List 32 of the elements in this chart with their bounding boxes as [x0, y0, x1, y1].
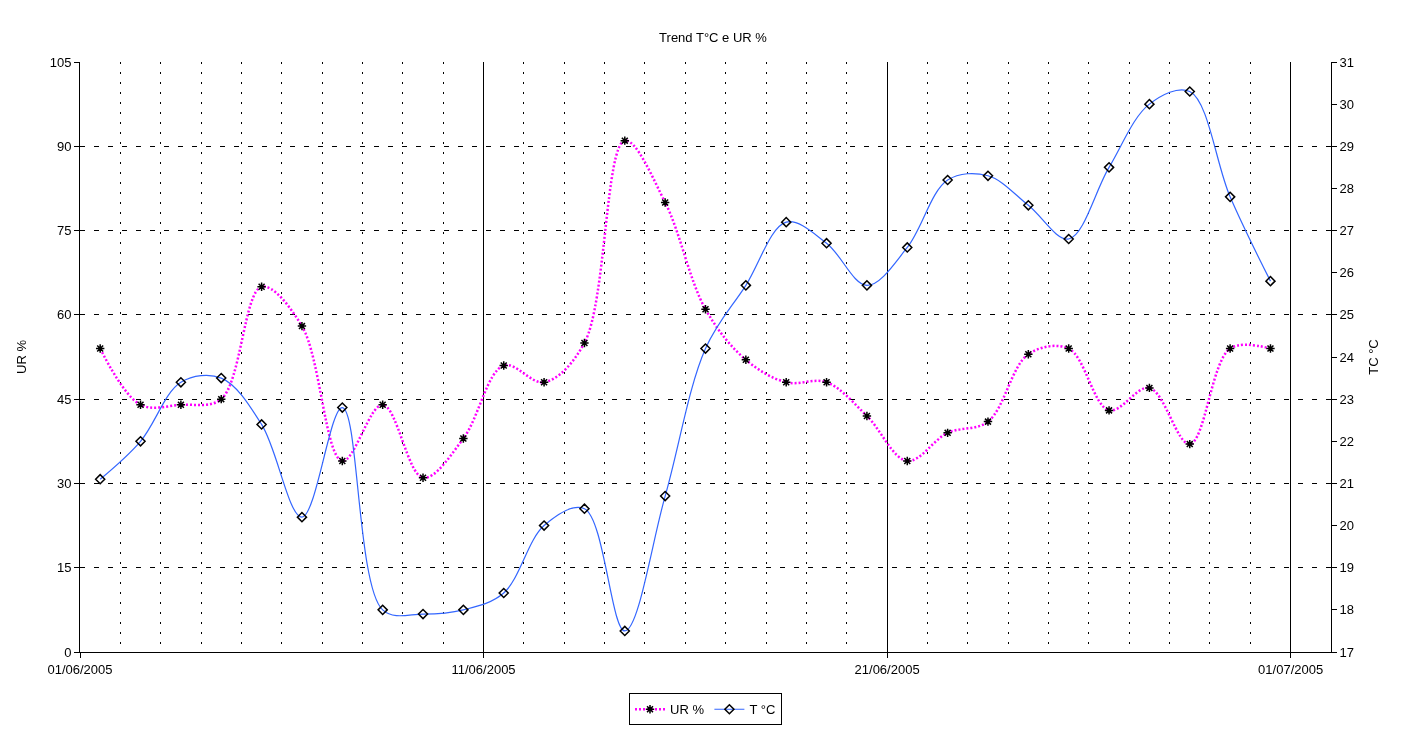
y2-tick-label: 25 [1339, 307, 1355, 323]
y2-tick-label: 28 [1339, 180, 1355, 196]
y2-tick-label: 31 [1339, 54, 1355, 70]
x-tick-label: 11/06/2005 [451, 661, 516, 677]
y-tick-label: 30 [56, 475, 72, 491]
y-tick-label: 75 [56, 223, 72, 239]
y2-tick-label: 27 [1339, 223, 1355, 239]
y2-tick-label: 30 [1339, 96, 1355, 112]
y-tick-label: 15 [56, 560, 72, 576]
x-tick-label: 01/07/2005 [1258, 661, 1324, 677]
y2-tick-label: 29 [1339, 138, 1355, 154]
y2-tick-label: 21 [1339, 475, 1355, 491]
x-tick-label: 01/06/2005 [47, 661, 113, 677]
legend-label: UR % [670, 702, 705, 718]
x-tick-label: 21/06/2005 [854, 661, 920, 677]
y-tick-label: 90 [56, 138, 72, 154]
y-tick-label: 60 [56, 307, 72, 323]
y-tick-label: 0 [64, 644, 72, 660]
y2-axis-title: TC °C [1365, 339, 1381, 375]
y2-tick-label: 20 [1339, 518, 1355, 534]
y-tick-label: 105 [49, 54, 72, 70]
y2-tick-label: 24 [1339, 349, 1355, 365]
y2-tick-label: 19 [1339, 560, 1355, 576]
chart-title: Trend T°C e UR % [659, 30, 768, 46]
y2-tick-label: 18 [1339, 602, 1355, 618]
y2-tick-label: 26 [1339, 265, 1355, 281]
y2-tick-label: 23 [1339, 391, 1355, 407]
y2-tick-label: 22 [1339, 433, 1355, 449]
y-axis-title: UR % [13, 339, 29, 374]
legend-label: T °C [749, 702, 776, 718]
y2-tick-label: 17 [1339, 644, 1355, 660]
y-tick-label: 45 [56, 391, 72, 407]
